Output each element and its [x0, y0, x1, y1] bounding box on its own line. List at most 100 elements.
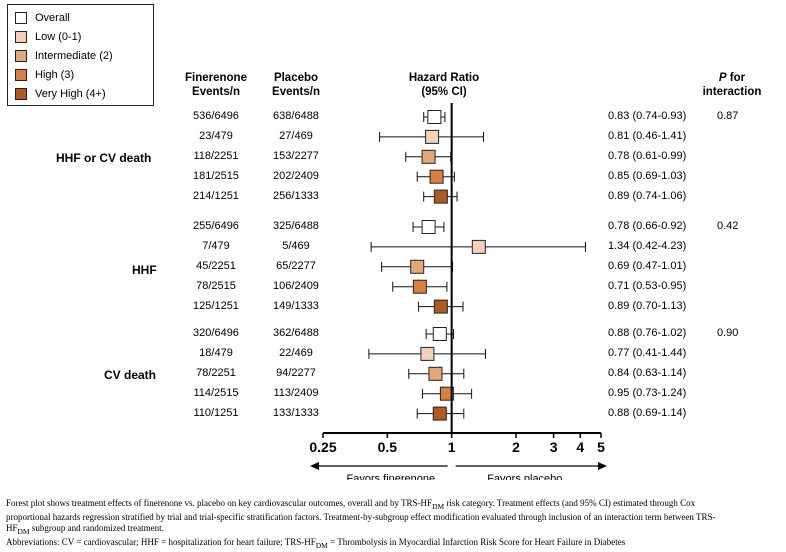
p-interaction-cell: 0.42	[717, 220, 739, 232]
point-estimate-marker	[428, 366, 443, 381]
footnote-line-4: Abbreviations: CV = cardiovascular; HHF …	[6, 537, 780, 551]
point-estimate-marker	[433, 189, 448, 204]
legend-swatch	[15, 49, 27, 62]
finerenone-events-cell: 118/2251	[193, 149, 239, 162]
hazard-ratio-ci-cell: 0.78 (0.61-0.99)	[608, 149, 687, 162]
legend-item-very-high: Very High (4+)	[15, 85, 106, 102]
finerenone-events-cell: 214/1251	[193, 189, 239, 202]
placebo-events-cell: 362/6488	[273, 327, 319, 339]
p-letter: P	[718, 72, 727, 84]
footnote-subscript: DM	[432, 501, 445, 511]
finerenone-events-cell: 78/2515	[196, 279, 236, 292]
footnote-subscript: DM	[315, 541, 328, 550]
legend-label: Low (0-1)	[35, 30, 82, 43]
hazard-ratio-header-line1: Hazard Ratio	[408, 72, 480, 84]
legend-item-intermediate: Intermediate (2)	[15, 47, 113, 64]
point-estimate-marker	[412, 279, 427, 294]
point-estimate-marker	[421, 149, 436, 164]
legend-swatch	[15, 87, 27, 100]
p-interaction-cell: 0.87	[717, 110, 739, 122]
finerenone-header-line2: Events/n	[192, 86, 240, 98]
footnote-line-3: HFDM subgroup and randomized treatment.	[6, 523, 780, 537]
hazard-ratio-ci-cell: 0.84 (0.63-1.14)	[608, 366, 687, 379]
group-label-hhf: HHF	[132, 263, 157, 277]
hazard-ratio-header-line2: (95% CI)	[421, 86, 467, 98]
finerenone-events-cell: 78/2251	[196, 366, 236, 379]
placebo-events-cell: 202/2409	[273, 169, 319, 182]
footnote-text: subgroup and randomized treatment.	[29, 523, 164, 534]
point-estimate-marker	[439, 386, 454, 401]
x-tick-label: 4	[576, 439, 584, 455]
legend-swatch	[15, 68, 27, 81]
group-label-cv-death: CV death	[104, 368, 157, 382]
placebo-events-cell: 638/6488	[273, 110, 319, 122]
footnote-text: risk category. Treatment effects (and 95…	[444, 498, 696, 508]
footnote-subscript: DM	[17, 527, 30, 536]
placebo-events-cell: 22/469	[279, 346, 313, 359]
hazard-ratio-ci-cell: 0.71 (0.53-0.95)	[608, 279, 687, 292]
point-estimate-marker	[427, 110, 442, 124]
point-estimate-marker	[471, 239, 486, 254]
hazard-ratio-ci-cell: 0.83 (0.74-0.93)	[608, 110, 687, 122]
finerenone-events-cell: 320/6496	[193, 327, 239, 339]
finerenone-events-cell: 255/6496	[193, 220, 239, 232]
p-for: for	[726, 72, 746, 84]
placebo-events-cell: 256/1333	[273, 189, 319, 202]
legend-item-high: High (3)	[15, 66, 74, 83]
hazard-ratio-ci-cell: 0.89 (0.70-1.13)	[608, 299, 687, 312]
hazard-ratio-ci-cell: 0.88 (0.69-1.14)	[608, 406, 687, 419]
point-estimate-marker	[420, 346, 435, 361]
favors-placebo-label: Favors placebo	[487, 473, 562, 480]
footnote-line-1: Forest plot shows treatment effects of f…	[6, 498, 780, 512]
forest-table: 536/6496 638/6488 0.83 (0.74-0.93) 0.87 23/4…	[193, 110, 739, 419]
arrowhead-right	[598, 462, 607, 470]
placebo-events-cell: 106/2409	[273, 279, 319, 292]
point-estimate-marker	[421, 220, 436, 234]
finerenone-header: Finerenone Events/n	[175, 71, 257, 99]
hazard-ratio-ci-cell: 0.85 (0.69-1.03)	[608, 169, 687, 182]
legend-label: Intermediate (2)	[35, 49, 113, 62]
legend-label: Overall	[35, 11, 70, 24]
favors-finerenone-label: Favors finerenone	[346, 473, 435, 480]
p-interaction-cell: 0.90	[717, 327, 739, 339]
p-interaction-header: P for interaction	[692, 71, 772, 99]
placebo-header-line1: Placebo	[273, 72, 319, 84]
legend: Overall Low (0-1) Intermediate (2) High …	[7, 4, 154, 106]
placebo-events-cell: 133/1333	[273, 406, 319, 419]
legend-label: High (3)	[35, 68, 75, 81]
point-estimate-marker	[433, 299, 448, 314]
placebo-events-cell: 149/1333	[273, 299, 319, 312]
placebo-events-cell: 325/6488	[273, 220, 319, 232]
hazard-ratio-ci-cell: 0.95 (0.73-1.24)	[608, 386, 687, 399]
finerenone-events-cell: 125/1251	[193, 299, 239, 312]
footnote-text: HF	[6, 523, 18, 534]
legend-item-low: Low (0-1)	[15, 28, 81, 45]
hazard-ratio-ci-cell: 0.69 (0.47-1.01)	[608, 259, 687, 272]
x-tick-label: 1	[448, 439, 456, 455]
x-tick-label: 0.25	[309, 439, 336, 455]
x-tick-label: 3	[550, 439, 558, 455]
placebo-events-cell: 94/2277	[276, 366, 316, 379]
footnote: Forest plot shows treatment effects of f…	[6, 498, 780, 551]
finerenone-events-cell: 23/479	[199, 129, 233, 142]
legend-item-overall: Overall	[15, 9, 70, 26]
point-estimate-marker	[432, 406, 447, 421]
legend-swatch	[15, 11, 27, 24]
placebo-events-cell: 27/469	[279, 129, 313, 142]
footnote-line-2: proportional hazards regression stratifi…	[6, 512, 716, 522]
legend-label: Very High (4+)	[35, 87, 106, 100]
hazard-ratio-ci-cell: 0.81 (0.46-1.41)	[608, 129, 687, 142]
finerenone-events-cell: 45/2251	[196, 259, 236, 272]
footnote-text: Abbreviations: CV = cardiovascular; HHF …	[6, 537, 316, 548]
p-interaction-header-line1: P for	[692, 71, 772, 85]
placebo-header: Placebo Events/n	[256, 71, 336, 99]
arrowhead-left	[310, 462, 319, 470]
hazard-ratio-ci-cell: 1.34 (0.42-4.23)	[608, 239, 687, 252]
group-label-hhf-or-cv-death: HHF or CV death	[56, 151, 152, 165]
finerenone-events-cell: 181/2515	[193, 169, 239, 182]
p-interaction-header-line2: interaction	[702, 86, 762, 98]
placebo-events-cell: 153/2277	[273, 149, 319, 162]
finerenone-events-cell: 536/6496	[193, 110, 239, 122]
hazard-ratio-ci-cell: 0.77 (0.41-1.44)	[608, 346, 687, 359]
placebo-header-line2: Events/n	[272, 86, 320, 98]
